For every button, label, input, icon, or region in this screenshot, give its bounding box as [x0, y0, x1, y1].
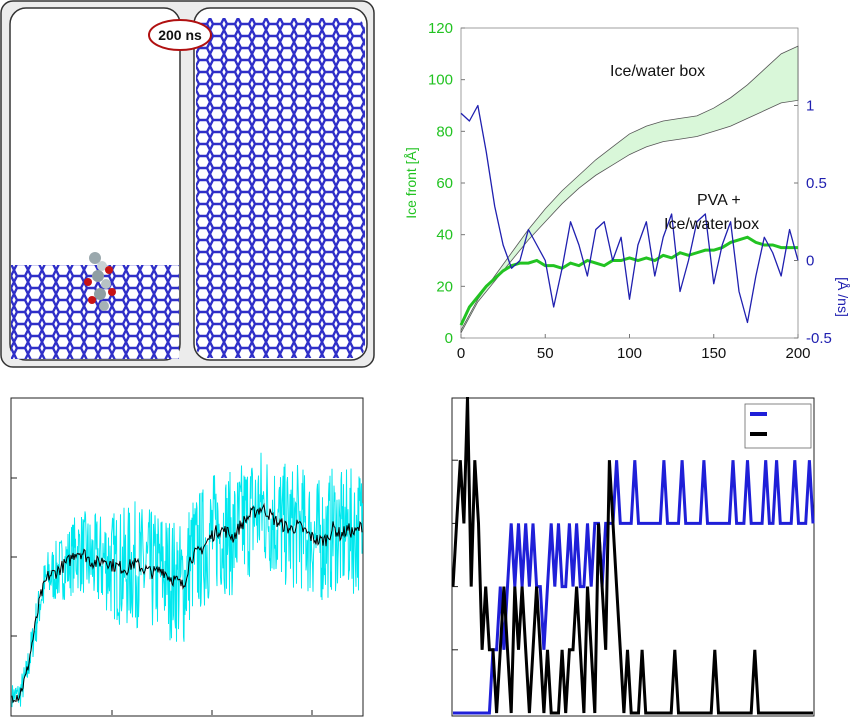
- left-tick-label: 20: [436, 278, 453, 295]
- annotation-pva: PVA +: [697, 192, 741, 209]
- chart3-legend: [744, 403, 812, 449]
- x-tick-label: 0: [457, 345, 465, 362]
- x-tick-label: 150: [701, 345, 726, 362]
- left-tick-label: 40: [436, 227, 453, 244]
- x-tick-label: 50: [537, 345, 554, 362]
- x-tick-label: 100: [617, 345, 642, 362]
- right-tick-label: 1: [806, 98, 814, 115]
- blue-step-trace: [453, 460, 815, 715]
- time-badge-label: 200 ns: [158, 27, 202, 43]
- snapshot-panel: 200 ns: [0, 0, 375, 368]
- left-tick-label: 60: [436, 175, 453, 192]
- left-tick-label: 120: [428, 20, 453, 37]
- ice-water-band: [460, 45, 799, 334]
- left-tick-label: 100: [428, 72, 453, 89]
- chart1-left-ylabel: Ice front [Å]: [403, 147, 419, 219]
- right-tick-label: 0.5: [806, 175, 827, 192]
- pva-molecule: [84, 252, 116, 311]
- ice-front-chart: 0 20 40 60 80 100 120 -0.5 0 0.5 1 0 50 100 150 200 I…: [403, 20, 850, 362]
- annotation-pva-box: Ice/water box: [664, 216, 759, 233]
- x-tick-label: 200: [785, 345, 810, 362]
- left-tick-label: 0: [445, 330, 453, 347]
- ice-slab-right: [196, 18, 365, 358]
- growth-rate-line: [460, 104, 799, 324]
- chart1-right-ylabel: [Å /ns]: [835, 277, 850, 317]
- black-running-trace: [11, 502, 363, 704]
- black-step-trace: [451, 396, 813, 715]
- left-tick-label: 80: [436, 123, 453, 140]
- bottom-right-chart: [451, 396, 815, 717]
- right-tick-label: 0: [806, 253, 814, 270]
- chart1-plot-area: [460, 27, 799, 339]
- annotation-ice-water-box: Ice/water box: [610, 63, 705, 80]
- time-badge: [148, 19, 212, 51]
- right-tick-label: -0.5: [806, 330, 832, 347]
- bottom-left-chart: [10, 397, 364, 717]
